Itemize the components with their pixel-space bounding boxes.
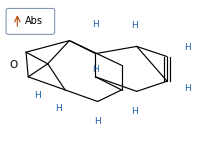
- Text: H: H: [92, 65, 99, 74]
- Text: H: H: [184, 84, 191, 93]
- Text: H: H: [92, 20, 99, 29]
- Text: H: H: [184, 43, 191, 52]
- Text: H: H: [94, 117, 101, 126]
- Text: O: O: [9, 60, 17, 69]
- Text: H: H: [55, 104, 62, 113]
- Text: H: H: [131, 21, 138, 30]
- Text: H: H: [35, 91, 41, 100]
- Text: H: H: [131, 107, 138, 116]
- Text: Abs: Abs: [25, 16, 43, 26]
